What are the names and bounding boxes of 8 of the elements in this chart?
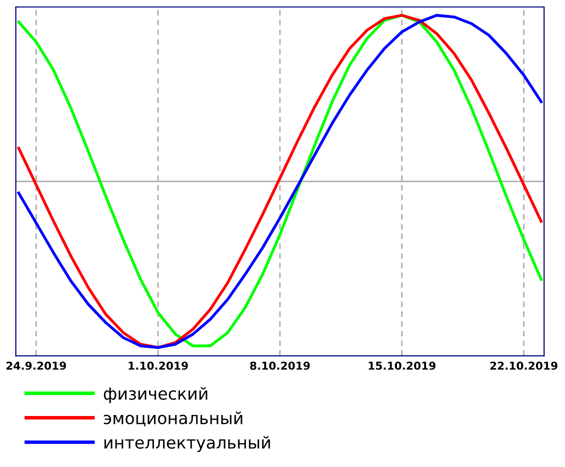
x-tick-label: 22.10.2019 [490,362,558,370]
x-tick-label: 15.10.2019 [368,362,436,370]
legend-label: интеллектуальный [104,436,270,452]
legend-label: эмоциональный [104,411,242,426]
x-tick-label: 24.9.2019 [6,362,66,370]
x-tick-label: 1.10.2019 [128,362,188,370]
x-tick-label: 8.10.2019 [250,362,310,370]
legend-label: физический [104,387,208,404]
